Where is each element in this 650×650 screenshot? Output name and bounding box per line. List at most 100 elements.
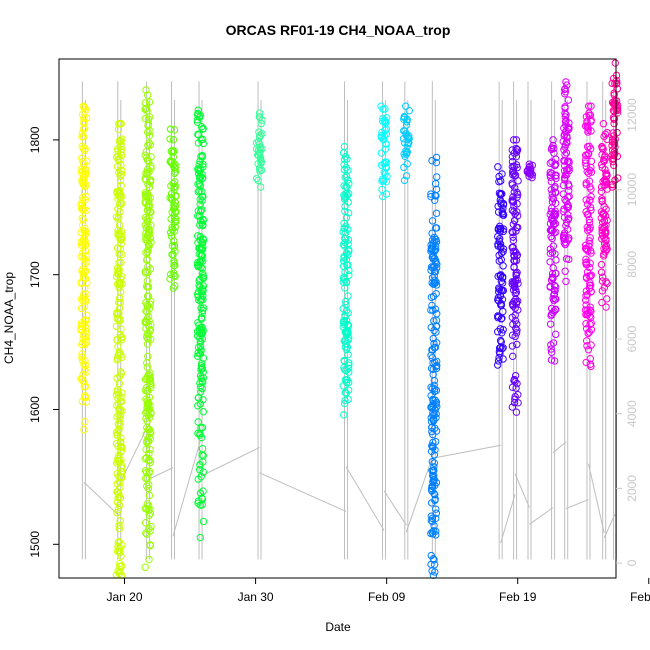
- data-point: [114, 155, 122, 163]
- y2-tick-label: 10000: [625, 173, 639, 207]
- y-tick-label: 1800: [28, 126, 42, 153]
- data-point: [511, 393, 519, 401]
- data-point: [513, 320, 521, 328]
- data-point: [382, 163, 391, 172]
- data-point: [561, 162, 569, 170]
- data-point: [583, 168, 591, 176]
- data-point: [142, 423, 151, 432]
- data-point: [548, 190, 556, 198]
- data-point: [344, 261, 352, 269]
- data-point: [508, 342, 517, 350]
- data-point: [80, 268, 88, 276]
- series-rf04: [166, 125, 180, 292]
- data-point: [498, 279, 507, 287]
- series-rf06: [252, 109, 266, 191]
- data-point: [498, 170, 506, 178]
- series-rf02: [112, 120, 126, 580]
- data-point: [584, 210, 592, 219]
- data-point: [194, 130, 202, 139]
- data-point: [430, 463, 438, 471]
- data-point: [603, 295, 611, 303]
- data-point: [147, 522, 155, 531]
- data-point: [512, 384, 520, 392]
- data-point: [430, 263, 438, 271]
- data-point: [493, 361, 502, 369]
- series-rf12: [508, 136, 522, 416]
- data-point: [118, 407, 126, 415]
- data-point: [198, 239, 206, 247]
- data-point: [116, 442, 125, 451]
- data-point: [340, 337, 349, 345]
- data-point: [196, 195, 204, 203]
- altitude-connector: [514, 473, 530, 508]
- data-point: [344, 292, 352, 300]
- data-point: [77, 295, 86, 303]
- data-point: [380, 168, 389, 177]
- data-point: [342, 172, 351, 180]
- data-point: [427, 383, 435, 391]
- data-point: [597, 268, 606, 276]
- data-point: [428, 229, 436, 238]
- data-point: [598, 229, 606, 237]
- data-point: [80, 382, 89, 391]
- data-point: [564, 203, 572, 212]
- data-point: [344, 246, 353, 254]
- altitude-connector: [147, 467, 174, 480]
- y2-tick-label: 8000: [625, 251, 639, 278]
- data-point: [116, 315, 124, 323]
- data-point: [514, 399, 522, 407]
- data-point: [171, 178, 179, 186]
- data-point: [116, 280, 124, 289]
- data-point: [169, 136, 178, 144]
- data-point: [601, 130, 610, 138]
- data-point: [194, 418, 202, 426]
- data-point: [564, 125, 573, 134]
- data-point: [257, 159, 265, 167]
- data-point: [508, 206, 517, 215]
- data-point: [117, 447, 125, 456]
- data-point: [403, 160, 411, 168]
- data-point: [141, 213, 150, 222]
- data-point: [587, 319, 595, 327]
- y2-tick-label: 6000: [625, 325, 639, 352]
- data-point: [342, 389, 350, 397]
- data-point: [144, 386, 152, 395]
- data-point: [170, 169, 179, 178]
- data-point: [255, 164, 264, 173]
- data-point: [196, 297, 205, 305]
- data-point: [585, 177, 594, 185]
- data-point: [581, 241, 590, 249]
- data-point: [254, 176, 262, 185]
- data-point: [382, 190, 391, 198]
- data-point: [495, 348, 504, 356]
- data-point: [112, 213, 121, 221]
- data-point: [582, 358, 590, 367]
- data-point: [145, 555, 153, 564]
- data-point: [601, 229, 609, 237]
- data-point: [146, 326, 155, 334]
- data-point: [509, 228, 517, 237]
- data-point: [197, 123, 206, 131]
- data-point: [546, 320, 555, 328]
- data-point: [117, 288, 125, 296]
- data-point: [116, 562, 124, 571]
- data-point: [339, 149, 348, 157]
- data-point: [340, 224, 348, 232]
- data-point: [382, 130, 391, 138]
- data-point: [549, 195, 558, 203]
- data-point: [116, 422, 124, 430]
- data-point: [114, 205, 122, 213]
- data-point: [171, 165, 179, 173]
- data-point: [430, 521, 438, 530]
- data-point: [117, 258, 125, 267]
- data-point: [497, 277, 506, 286]
- data-point: [432, 245, 440, 254]
- series-rf01: [77, 102, 91, 434]
- data-point: [562, 138, 571, 146]
- data-point: [561, 176, 569, 184]
- data-point: [431, 343, 440, 352]
- y-axis: 1500 1600 1700 1800: [28, 126, 59, 558]
- data-point: [141, 105, 149, 114]
- data-point: [81, 316, 89, 324]
- data-point: [513, 208, 521, 216]
